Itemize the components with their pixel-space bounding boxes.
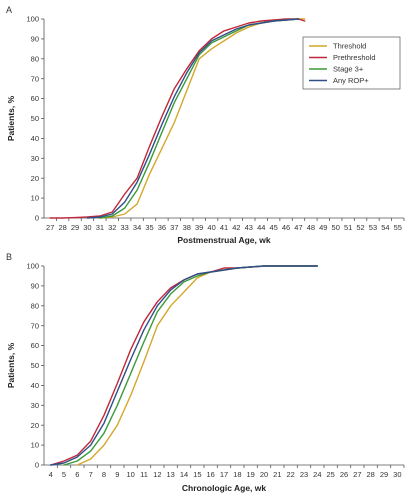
y-tick-label: 30 — [31, 154, 39, 163]
x-tick-label: 12 — [153, 470, 161, 479]
y-tick-label: 50 — [31, 361, 39, 370]
y-tick-label: 40 — [31, 381, 39, 390]
x-axis-title: Postmenstrual Age, wk — [177, 235, 270, 245]
y-tick-label: 90 — [31, 35, 39, 44]
y-tick-label: 60 — [31, 94, 39, 103]
x-tick-label: 25 — [326, 470, 334, 479]
x-tick-label: 6 — [75, 470, 79, 479]
x-tick-label: 35 — [145, 223, 153, 232]
x-tick-label: 17 — [220, 470, 228, 479]
x-tick-label: 32 — [108, 223, 116, 232]
x-tick-label: 33 — [121, 223, 129, 232]
panel-a: 0 10 20 30 40 50 60 70 80 90 100 27 28 29 30 31 32 33 34 35… — [6, 5, 405, 245]
y-tick-label: 80 — [31, 301, 39, 310]
x-tick-label: 39 — [195, 223, 203, 232]
x-tick-label: 13 — [166, 470, 174, 479]
series-line-stage-3- — [63, 265, 318, 466]
x-tick-label: 42 — [232, 223, 240, 232]
x-tick-label: 14 — [180, 470, 188, 479]
x-tick-label: 9 — [115, 470, 119, 479]
x-tick-label: 30 — [393, 470, 401, 479]
x-tick-label: 51 — [344, 223, 352, 232]
x-tick-label: 27 — [353, 470, 361, 479]
x-tick-label: 43 — [245, 223, 253, 232]
x-tick-label: 45 — [269, 223, 277, 232]
y-tick-label: 20 — [31, 174, 39, 183]
x-tick-label: 49 — [319, 223, 327, 232]
x-tick-label: 4 — [49, 470, 53, 479]
x-tick-label: 36 — [158, 223, 166, 232]
x-tick-label: 28 — [58, 223, 66, 232]
x-tick-label: 34 — [133, 223, 141, 232]
y-tick-label: 20 — [31, 421, 39, 430]
x-tick-label: 27 — [46, 223, 54, 232]
y-tick-label: 50 — [31, 114, 39, 123]
x-tick-label: 10 — [126, 470, 134, 479]
x-tick-label: 21 — [273, 470, 281, 479]
y-tick-label: 100 — [26, 262, 39, 271]
x-tick-label: 37 — [170, 223, 178, 232]
series-line-threshold — [76, 265, 318, 466]
x-axis-title: Chronologic Age, wk — [182, 483, 266, 493]
x-tick-label: 48 — [307, 223, 315, 232]
legend-label: Stage 3+ — [333, 65, 364, 74]
x-tick-label: 30 — [83, 223, 91, 232]
y-tick-label: 0 — [35, 461, 39, 470]
y-tick-label: 10 — [31, 194, 39, 203]
series-line-prethreshold — [49, 18, 306, 219]
x-tick-label: 54 — [381, 223, 389, 232]
y-axis-title: Patients, % — [6, 342, 16, 388]
x-tick-label: 16 — [206, 470, 214, 479]
y-tick-label: 100 — [26, 15, 39, 24]
x-tick-label: 26 — [340, 470, 348, 479]
x-tick-label: 22 — [286, 470, 294, 479]
y-axis-title: Patients, % — [6, 95, 16, 141]
legend-label: Prethreshold — [333, 53, 376, 62]
y-tick-label: 70 — [31, 74, 39, 83]
y-tick-label: 40 — [31, 134, 39, 143]
x-tick-label: 18 — [233, 470, 241, 479]
y-tick-label: 90 — [31, 282, 39, 291]
x-tick-label: 29 — [71, 223, 79, 232]
y-tick-label: 10 — [31, 441, 39, 450]
series-line-prethreshold — [50, 265, 318, 466]
legend-label: Any ROP+ — [333, 76, 369, 85]
series-line-any-rop- — [86, 18, 300, 219]
y-tick-label: 0 — [35, 214, 39, 223]
x-tick-label: 29 — [380, 470, 388, 479]
x-tick-label: 55 — [394, 223, 402, 232]
x-tick-label: 31 — [96, 223, 104, 232]
x-tick-label: 47 — [294, 223, 302, 232]
x-tick-label: 40 — [207, 223, 215, 232]
series-line-threshold — [99, 18, 306, 219]
x-tick-label: 7 — [89, 470, 93, 479]
x-tick-label: 15 — [193, 470, 201, 479]
x-tick-label: 20 — [260, 470, 268, 479]
panel-letter: A — [6, 5, 12, 15]
x-tick-label: 44 — [257, 223, 265, 232]
x-tick-label: 5 — [62, 470, 66, 479]
x-tick-label: 41 — [220, 223, 228, 232]
x-tick-label: 24 — [313, 470, 321, 479]
x-tick-label: 23 — [300, 470, 308, 479]
y-tick-label: 30 — [31, 401, 39, 410]
x-tick-label: 28 — [366, 470, 374, 479]
panel-b: 0 10 20 30 40 50 60 70 80 90 100 4 5 6 7 8 9 10 11 12 13 14 15… — [6, 252, 405, 493]
x-tick-label: 38 — [183, 223, 191, 232]
x-tick-label: 11 — [140, 470, 148, 479]
series-line-any-rop- — [50, 265, 318, 466]
panel-letter: B — [6, 252, 12, 262]
x-tick-label: 19 — [246, 470, 254, 479]
y-tick-label: 60 — [31, 341, 39, 350]
x-tick-label: 46 — [282, 223, 290, 232]
x-tick-label: 53 — [369, 223, 377, 232]
x-tick-label: 52 — [356, 223, 364, 232]
x-tick-label: 50 — [332, 223, 340, 232]
y-tick-label: 70 — [31, 321, 39, 330]
legend-label: Threshold — [333, 42, 366, 51]
y-tick-label: 80 — [31, 54, 39, 63]
x-tick-label: 8 — [102, 470, 106, 479]
